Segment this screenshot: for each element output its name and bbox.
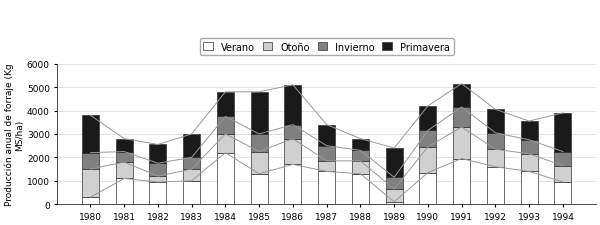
Bar [352,151,369,161]
Bar [217,153,234,204]
Bar [183,158,200,169]
Bar [116,152,133,162]
Legend: Verano, Otoño, Invierno, Primavera: Verano, Otoño, Invierno, Primavera [200,38,454,56]
Bar [183,134,200,158]
Bar [149,164,166,176]
Bar [318,172,335,204]
Bar [554,113,571,152]
Bar [419,106,436,131]
Bar [386,202,403,204]
Y-axis label: Producción anual de forraje (Kg
MS/ha): Producción anual de forraje (Kg MS/ha) [4,63,24,205]
Bar [82,169,99,197]
Bar [352,139,369,151]
Bar [386,189,403,202]
Bar [251,92,268,134]
Bar [554,152,571,166]
Bar [487,167,504,204]
Bar [521,172,538,204]
Bar [521,122,538,140]
Bar [419,173,436,204]
Bar [386,178,403,189]
Bar [318,161,335,172]
Bar [453,84,470,108]
Bar [521,154,538,172]
Bar [217,92,234,117]
Bar [251,174,268,204]
Bar [82,116,99,153]
Bar [217,134,234,153]
Bar [251,152,268,174]
Bar [284,139,301,165]
Bar [352,174,369,204]
Bar [251,134,268,152]
Bar [82,153,99,169]
Bar [453,127,470,159]
Bar [487,110,504,133]
Bar [149,182,166,204]
Bar [149,176,166,182]
Bar [116,179,133,204]
Bar [318,146,335,161]
Bar [487,133,504,149]
Bar [149,145,166,164]
Bar [487,149,504,167]
Bar [419,147,436,173]
Bar [116,139,133,152]
Bar [116,162,133,179]
Bar [386,148,403,178]
Bar [554,166,571,182]
Bar [183,181,200,204]
Bar [183,169,200,181]
Bar [453,159,470,204]
Bar [217,117,234,134]
Bar [352,161,369,174]
Bar [453,108,470,127]
Bar [82,197,99,204]
Bar [554,182,571,204]
Bar [284,86,301,125]
Bar [419,131,436,147]
Bar [284,165,301,204]
Bar [521,140,538,154]
Bar [284,125,301,139]
Bar [318,125,335,146]
